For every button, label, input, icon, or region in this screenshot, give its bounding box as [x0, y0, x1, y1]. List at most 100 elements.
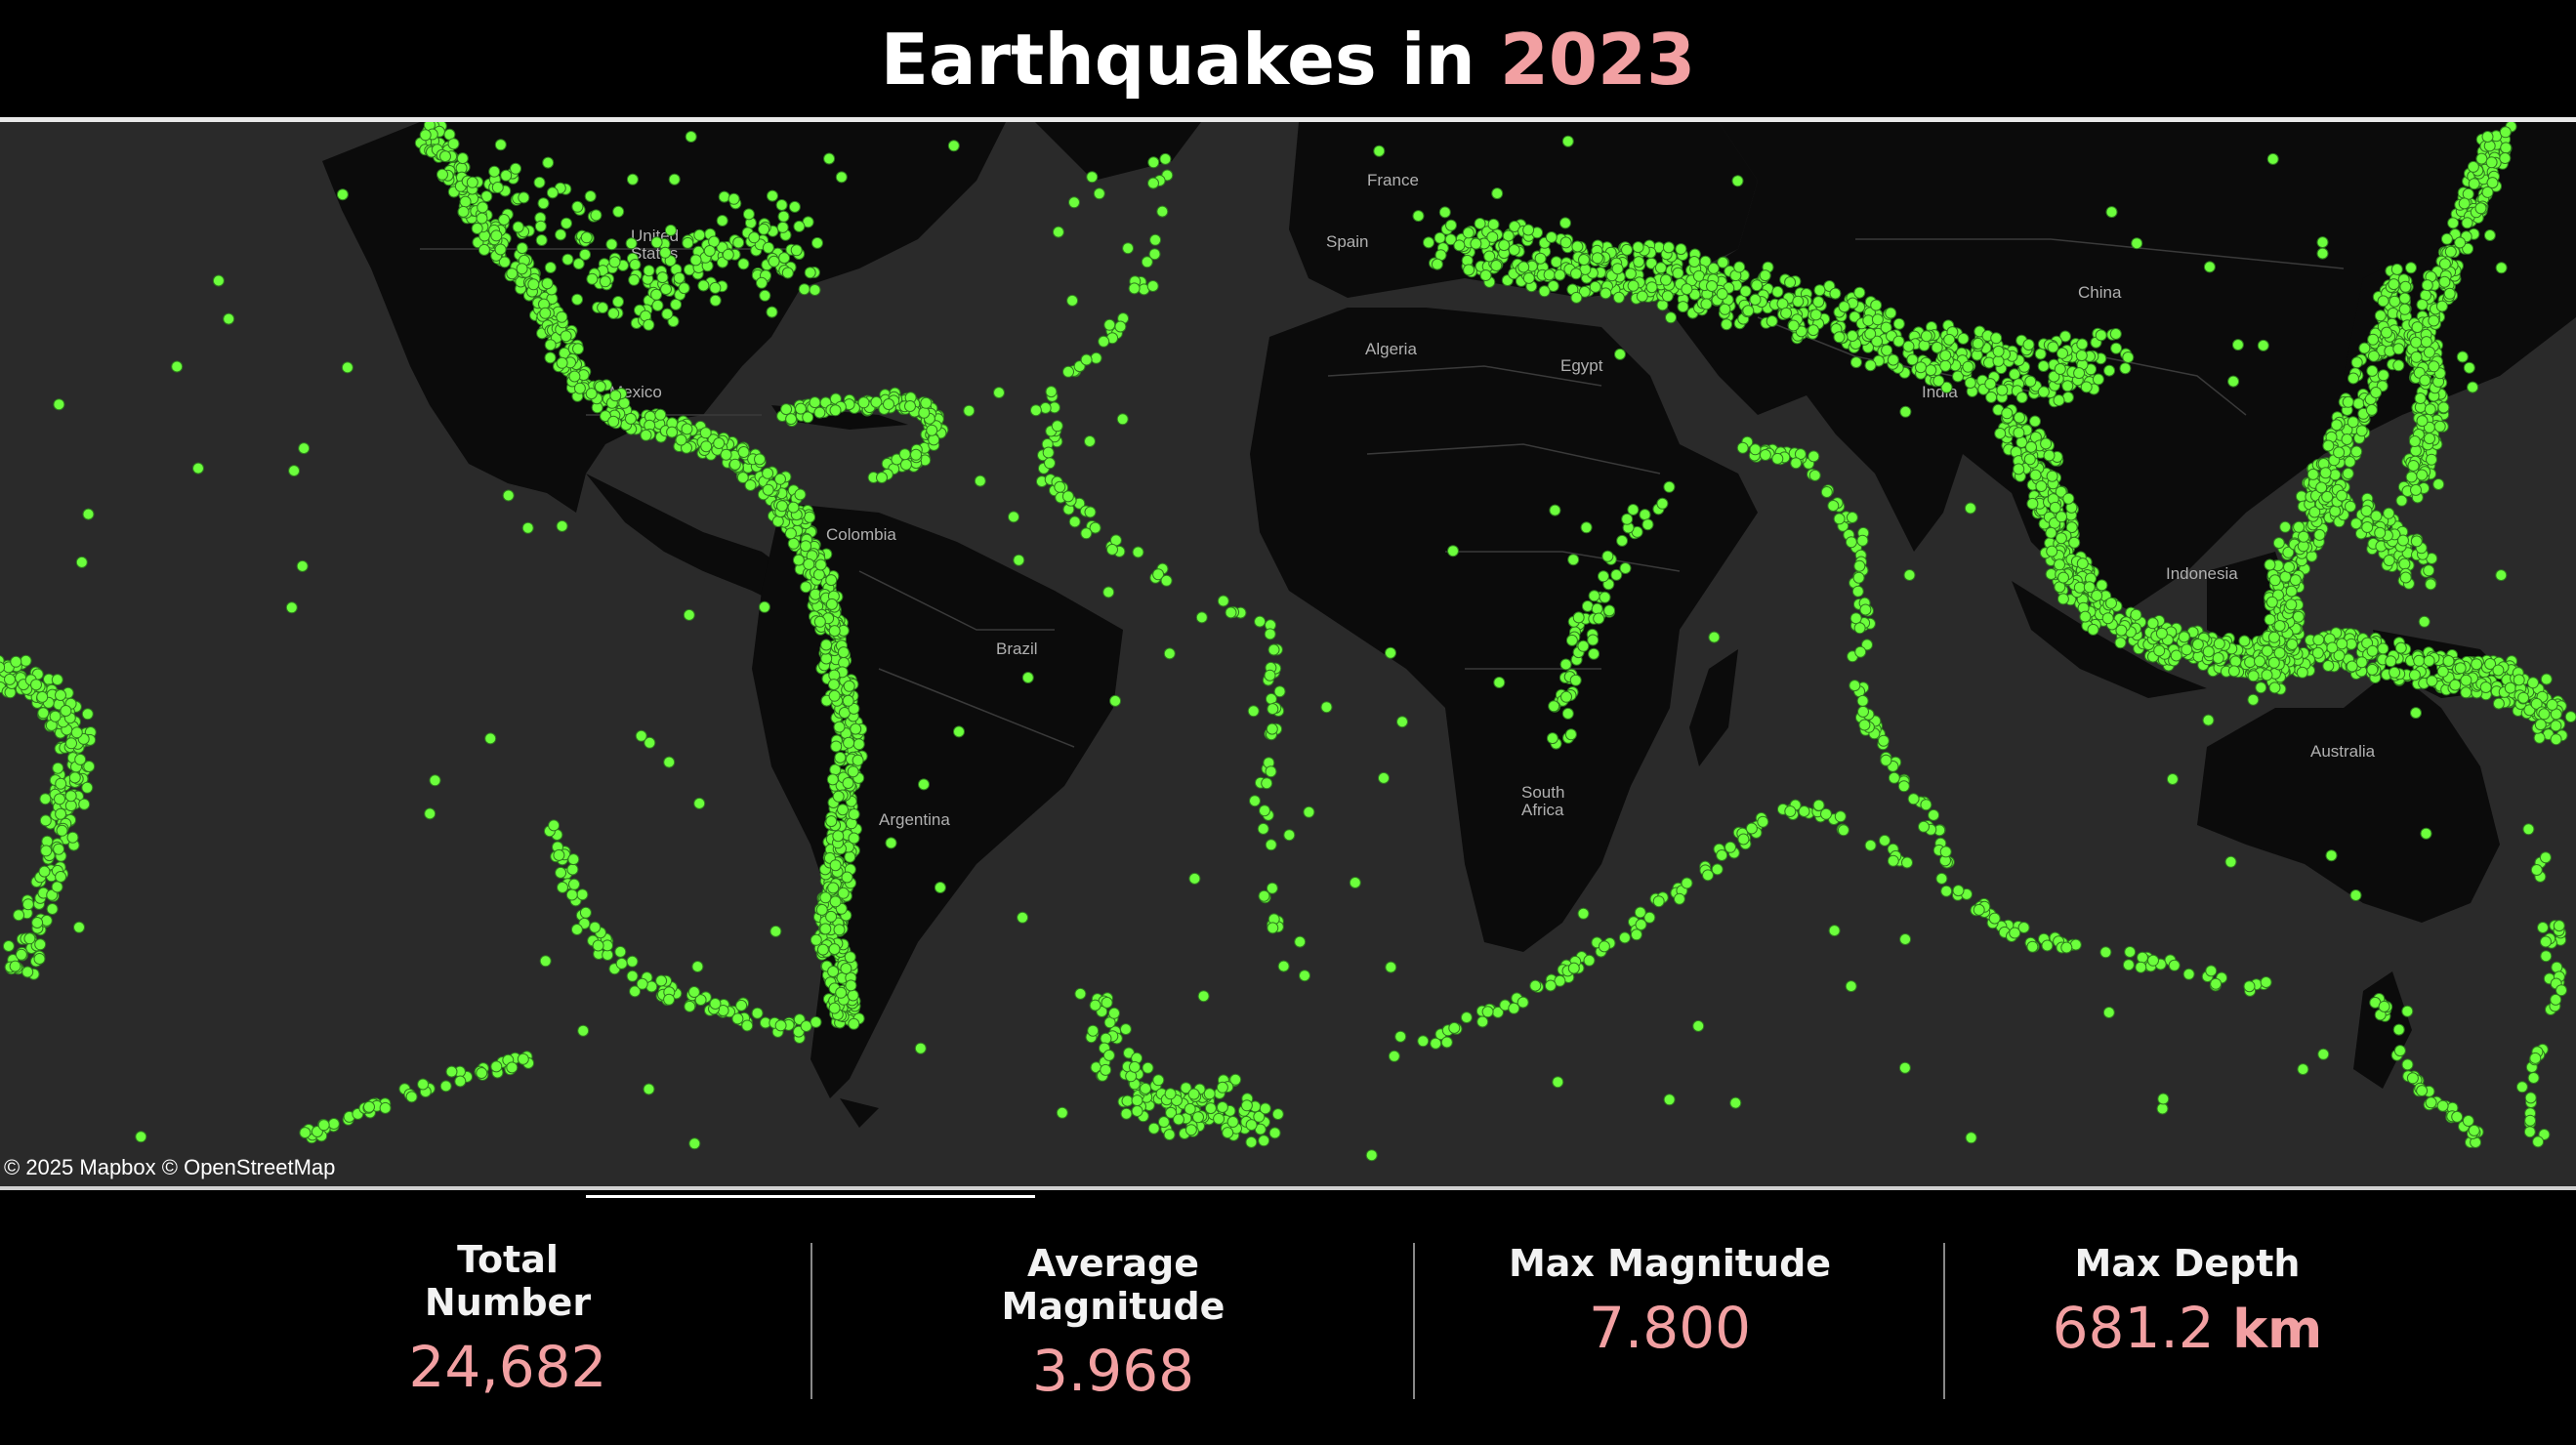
- earthquake-marker[interactable]: [691, 961, 704, 972]
- earthquake-marker[interactable]: [55, 777, 67, 790]
- earthquake-marker[interactable]: [1673, 892, 1685, 905]
- earthquake-marker[interactable]: [1798, 805, 1810, 817]
- earthquake-marker[interactable]: [573, 382, 586, 394]
- earthquake-marker[interactable]: [2483, 229, 2496, 241]
- earthquake-marker[interactable]: [533, 176, 546, 188]
- earthquake-marker[interactable]: [548, 819, 561, 832]
- earthquake-marker[interactable]: [491, 182, 504, 193]
- earthquake-marker[interactable]: [1630, 929, 1642, 941]
- earthquake-marker[interactable]: [2047, 341, 2059, 353]
- earthquake-marker[interactable]: [2115, 624, 2128, 637]
- earthquake-marker[interactable]: [1939, 359, 1952, 372]
- earthquake-marker[interactable]: [417, 1078, 430, 1091]
- earthquake-marker[interactable]: [1591, 252, 1603, 265]
- earthquake-marker[interactable]: [823, 152, 836, 165]
- earthquake-marker[interactable]: [1203, 1088, 1216, 1100]
- earthquake-marker[interactable]: [813, 406, 826, 419]
- earthquake-marker[interactable]: [2034, 348, 2047, 360]
- earthquake-marker[interactable]: [1829, 287, 1842, 300]
- earthquake-map[interactable]: United States Mexico Colombia Brazil Argentin…: [0, 122, 2576, 1186]
- earthquake-marker[interactable]: [673, 271, 686, 284]
- earthquake-marker[interactable]: [1084, 435, 1096, 447]
- earthquake-marker[interactable]: [1988, 912, 2001, 925]
- earthquake-marker[interactable]: [1121, 1094, 1134, 1107]
- earthquake-marker[interactable]: [1577, 640, 1590, 652]
- earthquake-marker[interactable]: [1957, 332, 1970, 345]
- earthquake-marker[interactable]: [1109, 694, 1122, 707]
- earthquake-marker[interactable]: [1114, 320, 1127, 333]
- earthquake-marker[interactable]: [904, 400, 916, 412]
- earthquake-marker[interactable]: [1792, 295, 1805, 308]
- earthquake-marker[interactable]: [2401, 1058, 2414, 1071]
- earthquake-marker[interactable]: [1560, 690, 1572, 703]
- earthquake-marker[interactable]: [1423, 236, 1434, 249]
- earthquake-marker[interactable]: [488, 165, 501, 178]
- earthquake-marker[interactable]: [661, 308, 674, 320]
- earthquake-marker[interactable]: [2267, 656, 2280, 669]
- earthquake-marker[interactable]: [2054, 558, 2065, 571]
- earthquake-marker[interactable]: [2040, 437, 2053, 450]
- earthquake-marker[interactable]: [2352, 397, 2365, 410]
- earthquake-marker[interactable]: [2057, 593, 2069, 605]
- earthquake-marker[interactable]: [51, 881, 63, 893]
- earthquake-marker[interactable]: [2418, 615, 2431, 628]
- earthquake-marker[interactable]: [2261, 644, 2273, 657]
- earthquake-marker[interactable]: [1247, 705, 1260, 718]
- earthquake-marker[interactable]: [767, 189, 778, 202]
- earthquake-marker[interactable]: [852, 738, 865, 751]
- earthquake-marker[interactable]: [2388, 278, 2400, 291]
- earthquake-marker[interactable]: [1833, 331, 1846, 344]
- earthquake-marker[interactable]: [2166, 773, 2179, 785]
- earthquake-marker[interactable]: [1396, 716, 1408, 728]
- earthquake-marker[interactable]: [498, 214, 511, 226]
- earthquake-marker[interactable]: [687, 986, 700, 998]
- earthquake-marker[interactable]: [2397, 534, 2409, 547]
- earthquake-marker[interactable]: [2410, 707, 2422, 720]
- earthquake-marker[interactable]: [31, 917, 44, 929]
- earthquake-marker[interactable]: [1100, 1032, 1112, 1045]
- earthquake-marker[interactable]: [521, 521, 534, 534]
- earthquake-marker[interactable]: [1632, 241, 1644, 254]
- earthquake-marker[interactable]: [2095, 329, 2107, 342]
- earthquake-marker[interactable]: [1616, 534, 1629, 547]
- earthquake-marker[interactable]: [2540, 673, 2553, 685]
- earthquake-marker[interactable]: [1897, 780, 1910, 793]
- earthquake-marker[interactable]: [832, 790, 845, 803]
- earthquake-marker[interactable]: [2395, 494, 2408, 507]
- earthquake-marker[interactable]: [2283, 560, 2295, 573]
- earthquake-marker[interactable]: [336, 188, 349, 201]
- earthquake-marker[interactable]: [716, 241, 728, 254]
- earthquake-marker[interactable]: [1899, 405, 1912, 418]
- earthquake-marker[interactable]: [1845, 980, 1857, 993]
- earthquake-marker[interactable]: [571, 200, 584, 213]
- earthquake-marker[interactable]: [1736, 441, 1749, 454]
- earthquake-marker[interactable]: [1108, 1007, 1120, 1019]
- earthquake-marker[interactable]: [2264, 558, 2276, 571]
- earthquake-marker[interactable]: [1681, 283, 1693, 296]
- earthquake-marker[interactable]: [1849, 356, 1862, 369]
- earthquake-marker[interactable]: [56, 824, 68, 837]
- earthquake-marker[interactable]: [30, 679, 42, 691]
- earthquake-marker[interactable]: [2041, 939, 2054, 952]
- earthquake-marker[interactable]: [1828, 925, 1841, 937]
- earthquake-marker[interactable]: [2336, 638, 2348, 650]
- earthquake-marker[interactable]: [1086, 171, 1099, 184]
- earthquake-marker[interactable]: [1141, 256, 1153, 268]
- earthquake-marker[interactable]: [1192, 1111, 1204, 1124]
- earthquake-marker[interactable]: [33, 953, 46, 965]
- earthquake-marker[interactable]: [1545, 231, 1558, 243]
- earthquake-marker[interactable]: [1992, 345, 2005, 357]
- earthquake-marker[interactable]: [1711, 863, 1724, 876]
- earthquake-marker[interactable]: [1268, 1127, 1281, 1139]
- earthquake-marker[interactable]: [2099, 946, 2112, 959]
- earthquake-marker[interactable]: [857, 396, 870, 409]
- earthquake-marker[interactable]: [815, 903, 828, 916]
- earthquake-marker[interactable]: [135, 1131, 147, 1143]
- earthquake-marker[interactable]: [1665, 311, 1677, 324]
- earthquake-marker[interactable]: [510, 162, 521, 175]
- earthquake-marker[interactable]: [2029, 469, 2042, 481]
- earthquake-marker[interactable]: [1621, 513, 1634, 525]
- earthquake-marker[interactable]: [2460, 686, 2472, 699]
- earthquake-marker[interactable]: [716, 215, 728, 227]
- earthquake-marker[interactable]: [2349, 517, 2362, 530]
